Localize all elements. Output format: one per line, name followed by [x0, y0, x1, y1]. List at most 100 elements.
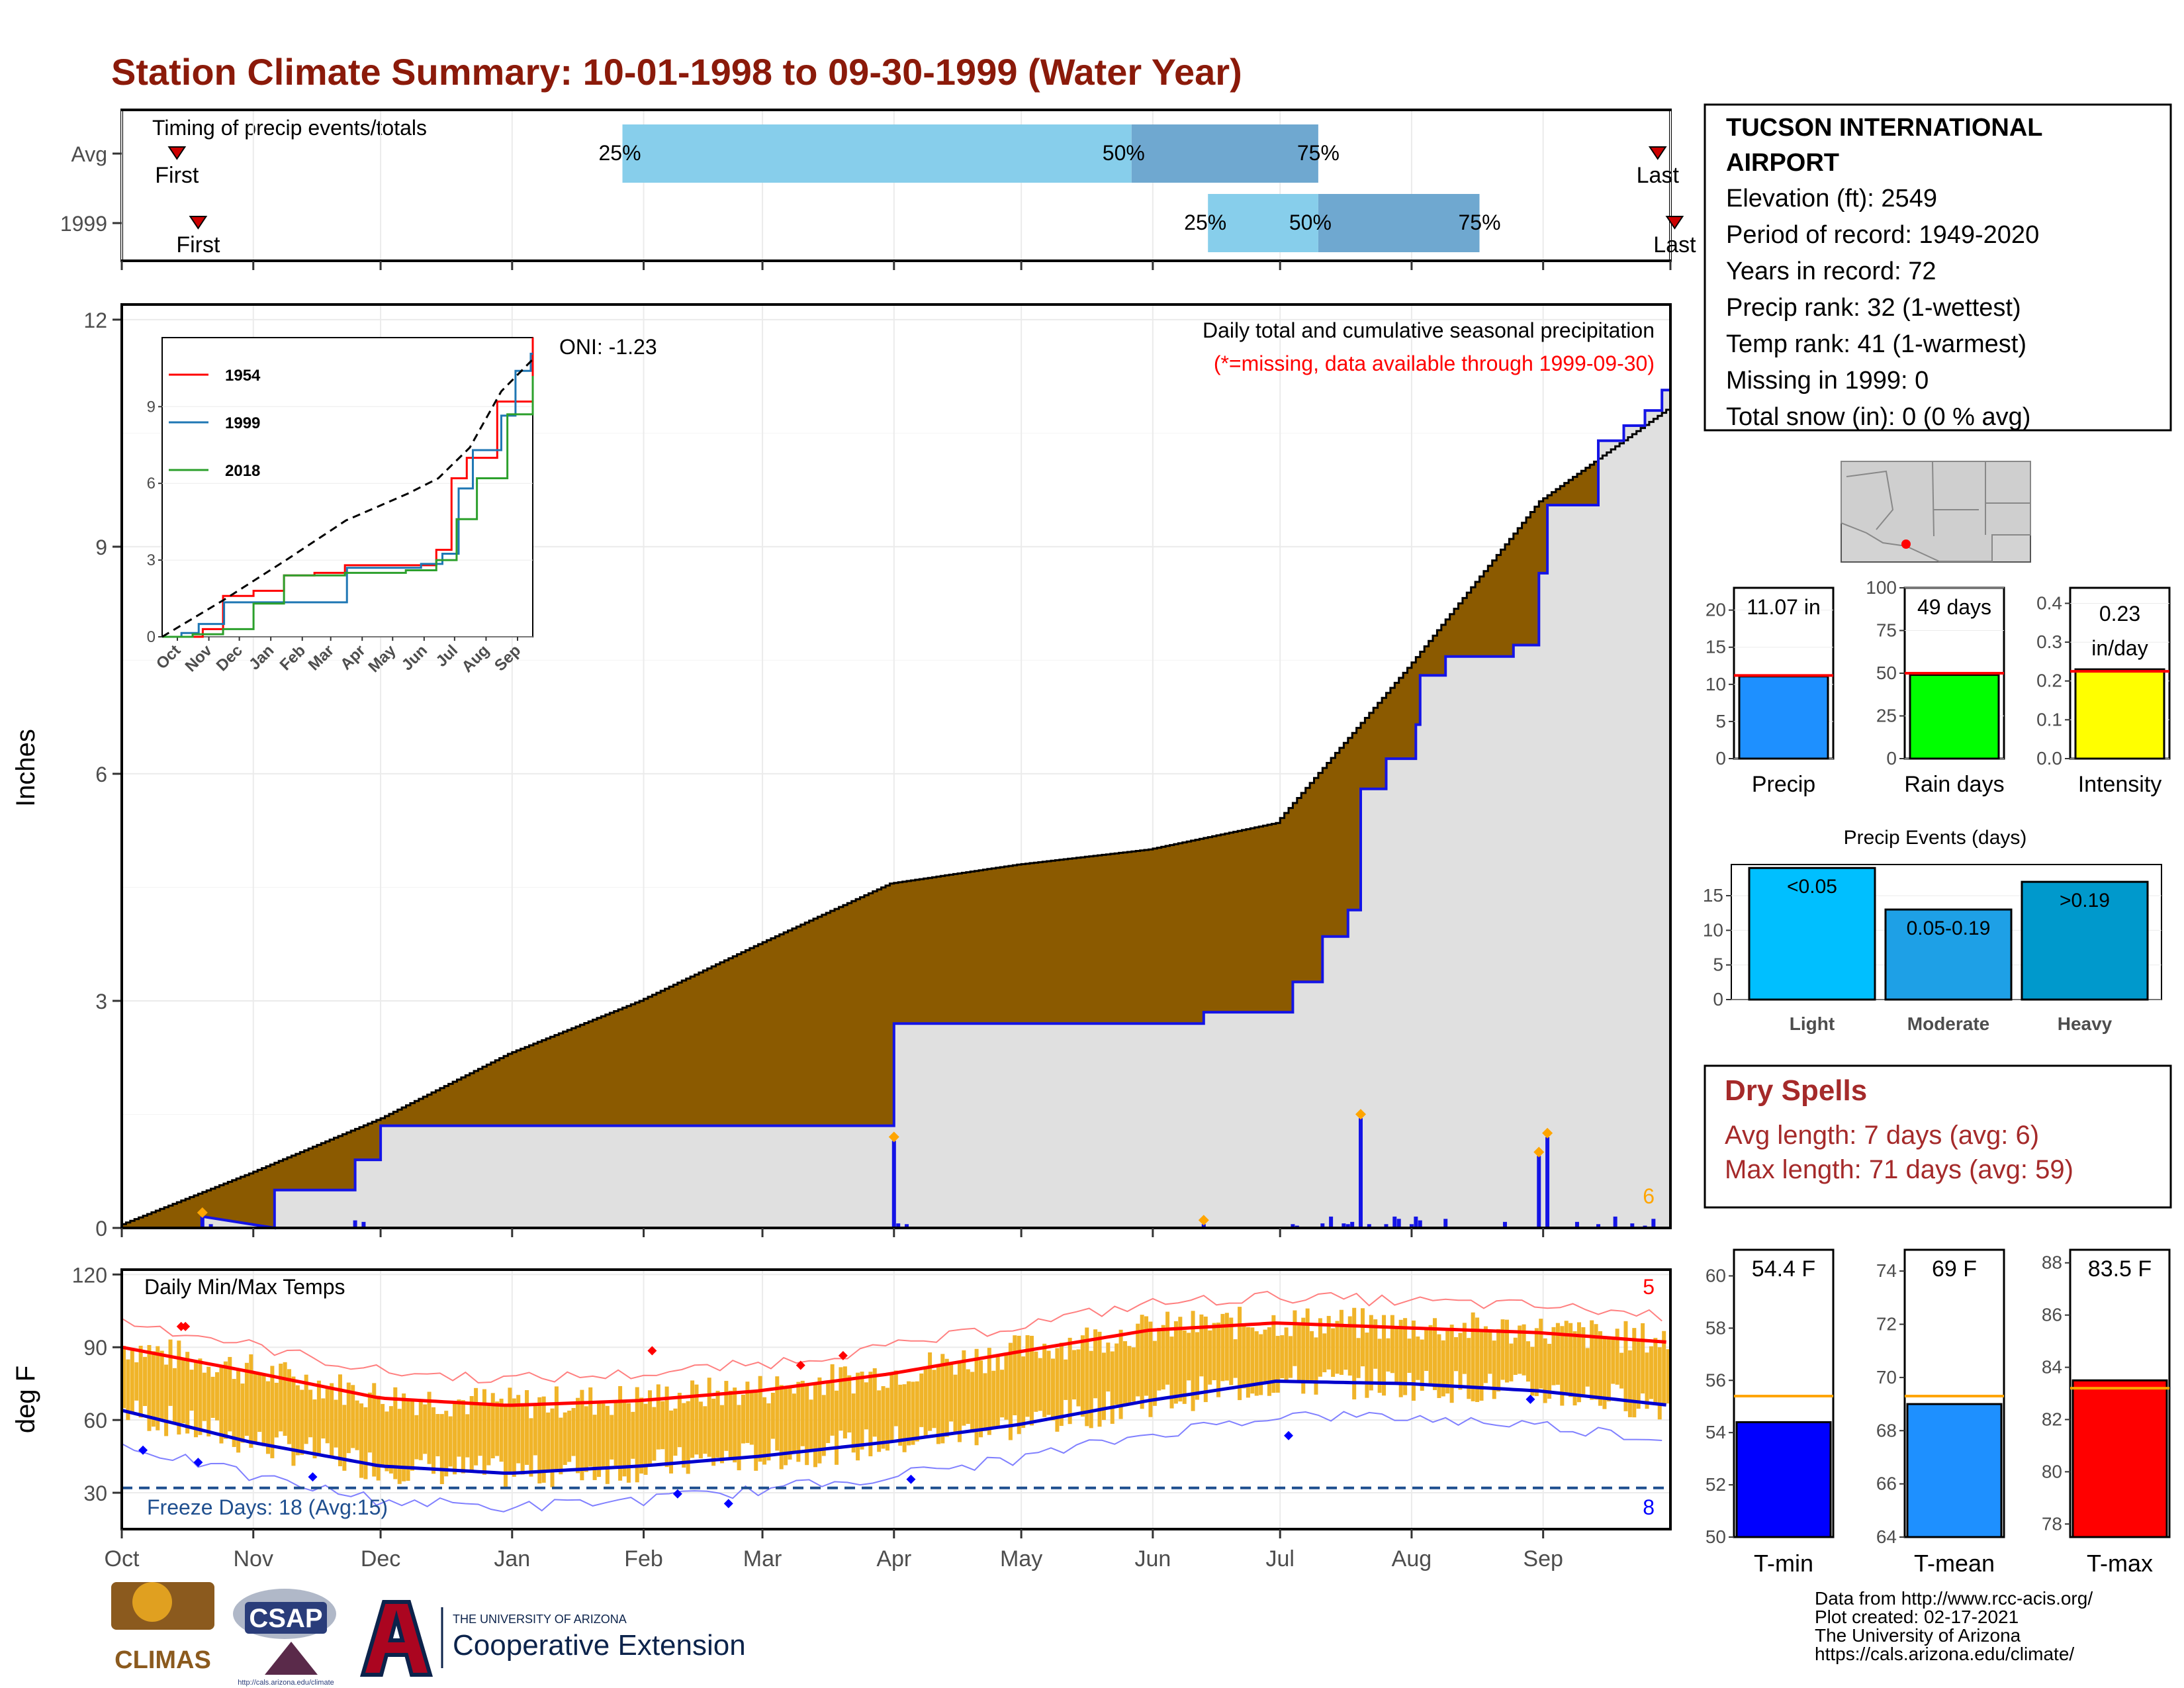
precip-ytick-label: 3: [95, 990, 107, 1013]
oni-label: ONI: -1.23: [559, 335, 657, 359]
daily-temp-bar: [1187, 1333, 1191, 1381]
month-label: Dec: [361, 1546, 400, 1571]
daily-temp-bar: [966, 1369, 970, 1425]
temp-ytick-label: 90: [83, 1336, 107, 1360]
daily-temp-bar: [788, 1385, 792, 1460]
ua-logo: THE UNIVERSITY OF ARIZONA Cooperative Ex…: [360, 1600, 746, 1677]
daily-temp-bar: [122, 1346, 126, 1409]
daily-temp-bar: [1165, 1311, 1170, 1385]
events-bar-text: >0.19: [2060, 890, 2110, 912]
daily-temp-bar: [1564, 1321, 1569, 1394]
daily-temp-bar: [936, 1365, 940, 1444]
daily-temp-bar: [1250, 1327, 1255, 1394]
daily-temp-bar: [1122, 1341, 1127, 1407]
daily-temp-bar: [1534, 1328, 1539, 1397]
daily-temp-bar: [881, 1386, 886, 1449]
daily-temp-bar: [1437, 1334, 1441, 1398]
daily-temp-bar: [126, 1359, 130, 1421]
temp-bar-tick-label: 50: [1706, 1526, 1726, 1547]
daily-temp-bar: [915, 1381, 919, 1442]
daily-temp-bar: [1373, 1319, 1378, 1369]
daily-temp-bar: [1314, 1337, 1318, 1395]
daily-temp-bar: [461, 1400, 465, 1474]
inset-legend-label: 1954: [225, 367, 261, 385]
mini-bar-tick-label: 0: [1886, 748, 1897, 769]
mini-bar-tick-label: 50: [1876, 663, 1897, 683]
temp-bar-tick-label: 60: [1706, 1265, 1726, 1286]
daily-temp-bar: [351, 1385, 355, 1448]
daily-temp-bar: [1424, 1329, 1429, 1372]
daily-temp-bar: [601, 1403, 606, 1468]
daily-temp-bar: [1526, 1341, 1531, 1382]
timing-last-label: Last: [1637, 163, 1680, 188]
daily-temp-bar: [355, 1400, 359, 1450]
average-cumulative-line: [120, 406, 1672, 1228]
daily-precip-bar: [1409, 1224, 1414, 1228]
daily-temp-bar: [826, 1382, 831, 1444]
daily-temp-bar: [253, 1372, 257, 1443]
daily-temp-bar: [257, 1374, 262, 1432]
daily-temp-bar: [1085, 1327, 1089, 1427]
daily-temp-bar: [1407, 1338, 1412, 1373]
daily-temp-bar: [957, 1363, 962, 1442]
inset-xtick-label: Dec: [213, 641, 246, 675]
daily-temp-bar: [889, 1372, 894, 1441]
daily-temp-bar: [206, 1366, 211, 1436]
daily-temp-bar: [397, 1409, 402, 1484]
daily-temp-bar: [737, 1405, 741, 1471]
timing-p25-label: 25%: [1184, 211, 1226, 234]
daily-temp-bar: [325, 1386, 330, 1444]
daily-temp-bar: [1356, 1338, 1361, 1378]
temp-bar-label: T-max: [2087, 1550, 2153, 1577]
daily-temp-bar: [1641, 1323, 1645, 1394]
temp-frame: [120, 1268, 1672, 1530]
inset-xtick-label: Jan: [246, 641, 277, 673]
daily-temp-bar: [652, 1407, 657, 1461]
daily-temp-bar: [1072, 1350, 1077, 1400]
daily-temp-bar: [482, 1389, 486, 1475]
daily-temp-bar: [1335, 1321, 1340, 1374]
daily-temp-bar: [987, 1348, 991, 1435]
daily-temp-bar: [559, 1417, 563, 1475]
daily-temp-bar: [703, 1406, 707, 1454]
footer-text: Data from http://www.rcc-acis.org/ Plot …: [1815, 1588, 2093, 1664]
daily-temp-bar: [707, 1378, 711, 1457]
daily-temp-bar: [796, 1382, 801, 1462]
daily-temp-bar: [1365, 1333, 1369, 1398]
daily-temp-bar: [240, 1383, 245, 1443]
info-line-2: Period of record: 1949-2020: [1726, 221, 2039, 249]
daily-temp-bar: [210, 1376, 215, 1418]
daily-temp-bar: [1518, 1325, 1522, 1374]
daily-temp-bar: [1361, 1308, 1365, 1367]
daily-temp-bar: [605, 1405, 610, 1484]
inset-series-1954: [162, 338, 534, 638]
events-tick-label: 10: [1703, 919, 1723, 940]
daily-temp-bar: [134, 1362, 139, 1401]
temp-bar-tick-label: 88: [2042, 1252, 2062, 1273]
month-label: Feb: [624, 1546, 663, 1571]
observed-cumulative-area: [122, 390, 1670, 1229]
timing-p75-label: 75%: [1458, 211, 1500, 234]
daily-temp-bar: [1195, 1332, 1199, 1400]
daily-temp-bar: [181, 1359, 185, 1424]
daily-temp-bar: [1606, 1336, 1611, 1402]
daily-temp-bar: [711, 1398, 716, 1466]
timing-bar-50-75: [1131, 124, 1318, 183]
daily-temp-bar: [1013, 1335, 1017, 1416]
daily-temp-bar: [130, 1349, 134, 1413]
daily-temp-bar: [159, 1350, 164, 1421]
daily-temp-bar: [1034, 1351, 1038, 1412]
temp-content: 30 60 90 120: [72, 1263, 1670, 1529]
daily-temp-bar: [1569, 1323, 1573, 1397]
daily-temp-bar: [1339, 1309, 1343, 1375]
daily-temp-bar: [1140, 1315, 1144, 1409]
daily-temp-bar: [550, 1408, 555, 1487]
daily-precip-bar: [1630, 1223, 1635, 1228]
station-marker: [1901, 539, 1911, 549]
daily-temp-bar: [1263, 1329, 1267, 1384]
temp-bar-tick-label: 82: [2042, 1409, 2062, 1429]
daily-precip-bar: [1201, 1224, 1206, 1228]
daily-temp-bar: [1590, 1320, 1594, 1400]
daily-temp-bar: [541, 1396, 546, 1483]
